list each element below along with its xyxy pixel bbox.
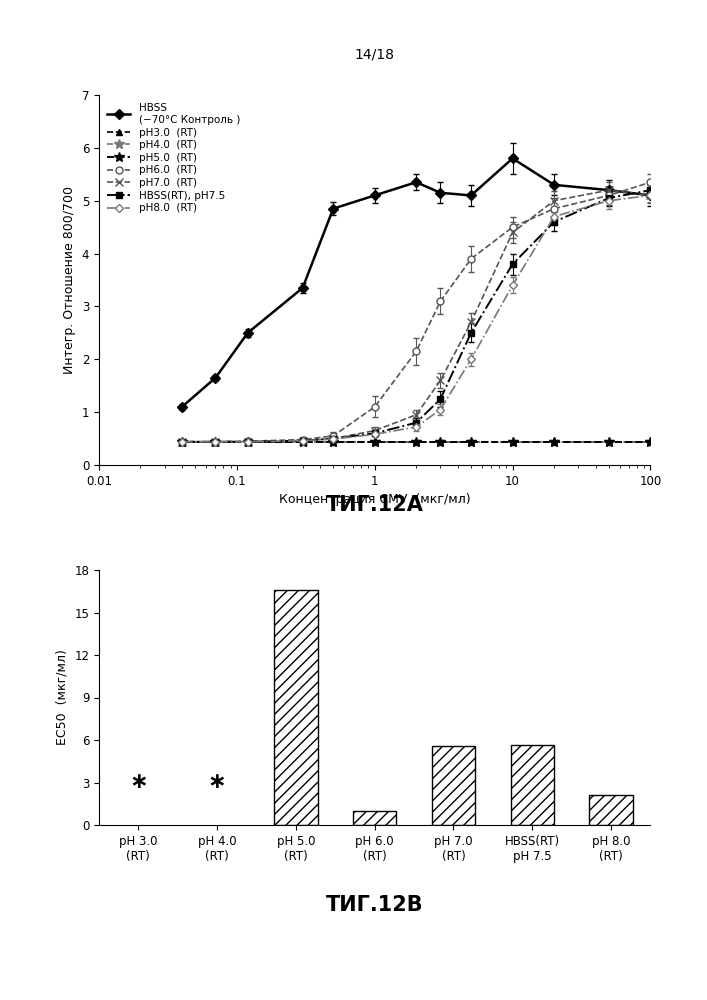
- Text: ΤИГ.12В: ΤИГ.12В: [326, 895, 423, 915]
- Y-axis label: Интегр. Отношение 800/700: Интегр. Отношение 800/700: [63, 186, 76, 374]
- Bar: [353, 811, 397, 825]
- Legend: HBSS
(−70°C Контроль ), pH3.0  (RT), pH4.0  (RT), pH5.0  (RT), pH6.0  (RT), pH7.: HBSS (−70°C Контроль ), pH3.0 (RT), pH4.…: [104, 100, 243, 216]
- Text: ∗: ∗: [208, 772, 226, 792]
- Bar: [274, 590, 317, 825]
- Y-axis label: EC50  (мкг/мл): EC50 (мкг/мл): [56, 650, 69, 745]
- X-axis label: Концентрация CMV  (мкг/мл): Концентрация CMV (мкг/мл): [279, 493, 471, 506]
- Text: 14/18: 14/18: [355, 48, 395, 62]
- Bar: [590, 795, 633, 825]
- Bar: [510, 745, 554, 825]
- Text: ΤИГ.12А: ΤИГ.12А: [326, 495, 423, 515]
- Text: ∗: ∗: [129, 772, 148, 792]
- Bar: [432, 746, 475, 825]
